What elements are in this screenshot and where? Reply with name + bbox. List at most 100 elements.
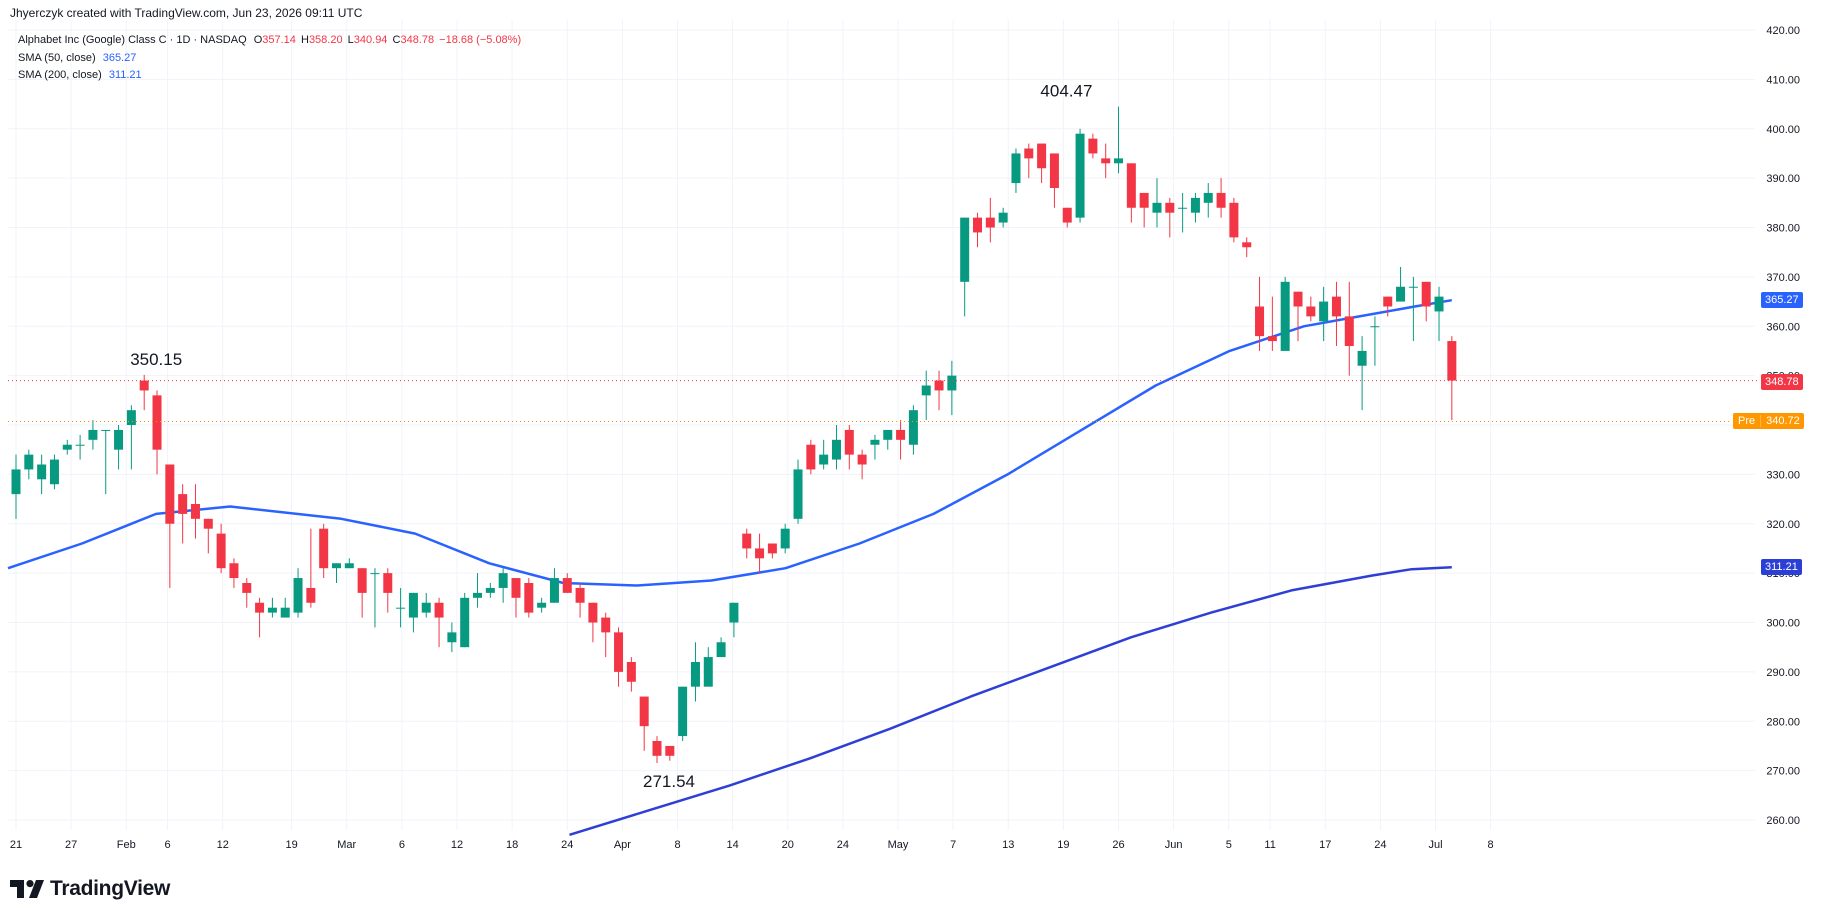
time-tick-label: 5 xyxy=(1226,839,1232,851)
candle-body xyxy=(1370,326,1380,328)
candle xyxy=(973,212,982,248)
candle-body xyxy=(934,380,944,391)
candle-body xyxy=(537,602,547,608)
candle-body xyxy=(1203,192,1213,203)
candle xyxy=(498,568,508,603)
candle xyxy=(1344,281,1354,376)
open-value: 357.14 xyxy=(262,34,296,46)
candle xyxy=(267,597,277,618)
candle xyxy=(11,454,21,519)
candle xyxy=(1075,128,1085,223)
candle xyxy=(485,583,495,598)
candle xyxy=(1229,197,1239,243)
candle xyxy=(1126,163,1136,223)
candle xyxy=(639,696,649,751)
candle-body xyxy=(1139,192,1149,208)
candle-body xyxy=(831,439,841,460)
candle-body xyxy=(857,454,867,465)
candle xyxy=(62,439,72,455)
candle-body xyxy=(1267,336,1277,342)
candle-body xyxy=(242,583,252,593)
candle-body xyxy=(1088,138,1098,154)
candle-body xyxy=(1126,163,1136,208)
candle xyxy=(178,484,188,544)
candle xyxy=(255,597,265,638)
candle xyxy=(24,449,34,480)
candle xyxy=(819,439,829,470)
candle-body xyxy=(588,602,598,623)
candle-body xyxy=(165,464,175,524)
candle-body xyxy=(793,469,803,519)
candle-body xyxy=(216,533,226,569)
time-tick-label: Jun xyxy=(1165,839,1183,851)
candle-body xyxy=(408,592,418,618)
candle-body xyxy=(690,662,700,687)
candle-body xyxy=(1383,296,1393,307)
candle xyxy=(1037,143,1047,184)
candle xyxy=(203,518,213,554)
sma50-legend[interactable]: SMA (50, close) 365.27 xyxy=(18,52,136,64)
low-label: L xyxy=(347,34,354,46)
candle xyxy=(344,558,354,569)
high-value: 358.20 xyxy=(308,34,343,46)
symbol-legend[interactable]: Alphabet Inc (Google) Class C · 1D · NAS… xyxy=(18,34,523,46)
candle-body xyxy=(1165,202,1175,213)
candle xyxy=(1049,153,1059,208)
candle xyxy=(1152,178,1162,228)
candle xyxy=(434,597,444,648)
time-tick-label: 21 xyxy=(10,839,22,851)
tradingview-logo-text: TradingView xyxy=(50,877,171,900)
candle-body xyxy=(267,607,277,613)
candle xyxy=(165,464,175,588)
candle xyxy=(1190,192,1200,223)
candle xyxy=(319,523,329,579)
candle-body xyxy=(985,217,995,228)
candle-body xyxy=(1062,207,1072,223)
candle-body xyxy=(485,587,495,593)
candle-body xyxy=(678,686,688,737)
candle-body xyxy=(716,642,726,658)
open-label: O xyxy=(253,34,263,46)
candle-body xyxy=(1319,301,1329,322)
price-tick-label: 330.00 xyxy=(1766,469,1800,481)
candle-body xyxy=(1075,133,1085,218)
candle-body xyxy=(1178,207,1188,209)
candle-body xyxy=(152,395,162,450)
candle xyxy=(588,602,598,643)
candle xyxy=(1101,143,1111,179)
candle-body xyxy=(1306,306,1316,317)
candle-body xyxy=(601,617,611,633)
tradingview-logo[interactable]: TradingView xyxy=(10,877,170,901)
candle-body xyxy=(357,568,367,593)
candles-layer xyxy=(11,106,1457,764)
candle-body xyxy=(1011,153,1021,184)
candle xyxy=(152,390,162,475)
time-tick-label: 24 xyxy=(837,839,849,851)
price-tick-label: 370.00 xyxy=(1766,272,1800,284)
candle-body xyxy=(126,410,136,425)
candle xyxy=(293,568,303,618)
last-price-tag: 348.78 xyxy=(1761,373,1803,390)
candle xyxy=(1306,296,1316,322)
candle xyxy=(1383,296,1393,317)
time-tick-label: May xyxy=(888,839,909,851)
time-tick-label: 8 xyxy=(674,839,680,851)
sma200-label: SMA (200, close) xyxy=(18,69,102,81)
price-tick-label: 390.00 xyxy=(1766,173,1800,185)
candle xyxy=(614,627,624,687)
candle-body xyxy=(1447,341,1457,381)
candle xyxy=(575,583,585,618)
candle xyxy=(49,454,59,490)
candle-body xyxy=(729,602,739,623)
candle-body xyxy=(139,380,149,391)
candle-body xyxy=(1101,158,1111,164)
candle-body xyxy=(344,563,354,569)
candle xyxy=(857,449,867,480)
candle xyxy=(1319,286,1329,342)
candle xyxy=(383,568,393,613)
time-tick-label: 6 xyxy=(399,839,405,851)
candle-body xyxy=(665,745,675,756)
sma200-legend[interactable]: SMA (200, close) 311.21 xyxy=(18,69,142,81)
candle-body xyxy=(819,454,829,465)
